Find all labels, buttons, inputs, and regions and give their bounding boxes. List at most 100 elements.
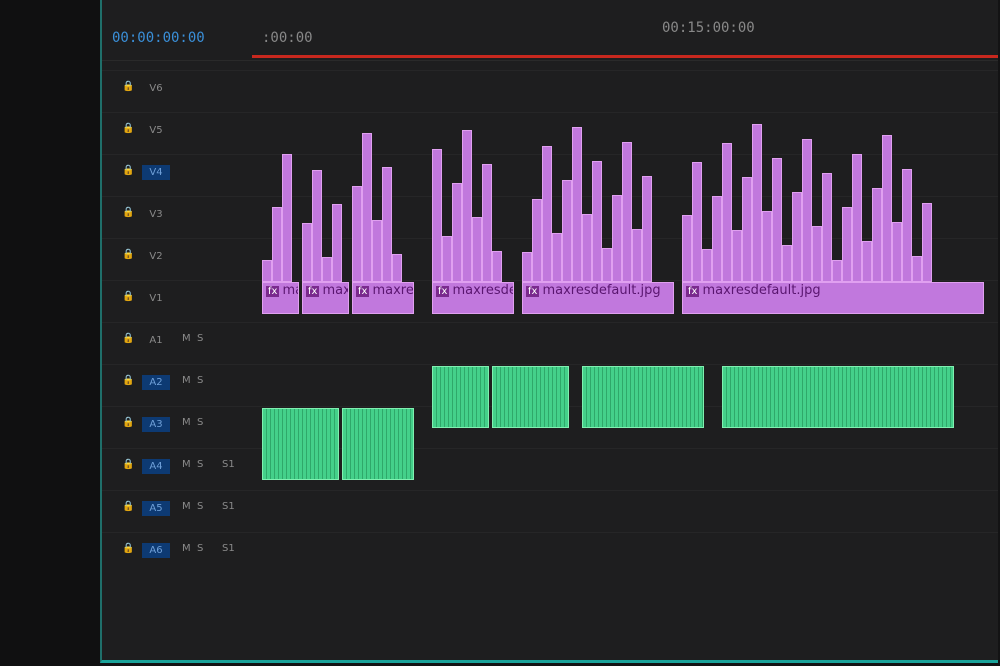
stacked-clip[interactable] — [492, 251, 502, 282]
stacked-clip[interactable] — [302, 223, 312, 282]
stacked-clip[interactable] — [622, 142, 632, 282]
stacked-clip[interactable] — [682, 215, 692, 282]
track-target-toggle[interactable]: V2 — [149, 251, 163, 262]
audio-clip[interactable] — [492, 366, 569, 428]
stacked-clip[interactable] — [702, 249, 712, 282]
stacked-clip[interactable] — [882, 135, 892, 282]
audio-clip[interactable] — [582, 366, 704, 428]
lock-icon[interactable]: 🔒 — [122, 375, 135, 386]
audio-clip[interactable] — [722, 366, 954, 428]
stacked-clip[interactable] — [432, 149, 442, 282]
lock-icon[interactable]: 🔒 — [122, 333, 135, 344]
stacked-clip[interactable] — [792, 192, 802, 282]
stacked-clip[interactable] — [462, 130, 472, 282]
lock-icon[interactable]: 🔒 — [122, 459, 135, 470]
track-target-toggle[interactable]: V5 — [149, 125, 163, 136]
stacked-clip[interactable] — [332, 204, 342, 282]
stacked-clip[interactable] — [922, 203, 932, 282]
stacked-clip[interactable] — [592, 161, 602, 282]
stacked-clip[interactable] — [352, 186, 362, 282]
stacked-clip[interactable] — [272, 207, 282, 282]
stacked-clip[interactable] — [732, 230, 742, 282]
track-target-toggle[interactable]: V4 — [142, 165, 170, 180]
stacked-clip[interactable] — [822, 173, 832, 282]
mute-button[interactable]: M — [182, 375, 191, 386]
stacked-clip[interactable] — [852, 154, 862, 282]
mute-button[interactable]: M — [182, 417, 191, 428]
stacked-clip[interactable] — [872, 188, 882, 282]
audio-clip[interactable] — [262, 408, 339, 480]
stacked-clip[interactable] — [562, 180, 572, 282]
track-target-toggle[interactable]: A2 — [142, 375, 170, 390]
lock-icon[interactable]: 🔒 — [122, 207, 135, 218]
solo-button[interactable]: S — [197, 417, 204, 428]
stacked-clip[interactable] — [312, 170, 322, 282]
stacked-clip[interactable] — [782, 245, 792, 282]
stacked-clip[interactable] — [582, 214, 592, 282]
stacked-clip[interactable] — [262, 260, 272, 282]
video-clip[interactable]: fx maxresdefault.jpg — [522, 282, 674, 314]
track-target-toggle[interactable]: V6 — [149, 83, 163, 94]
stacked-clip[interactable] — [542, 146, 552, 282]
video-clip[interactable]: fx maxresde — [432, 282, 514, 314]
lock-icon[interactable]: 🔒 — [122, 291, 135, 302]
stacked-clip[interactable] — [472, 217, 482, 282]
video-clip[interactable]: fx maxre — [352, 282, 414, 314]
stacked-clip[interactable] — [832, 260, 842, 282]
solo-button[interactable]: S — [197, 333, 204, 344]
solo-button[interactable]: S — [197, 501, 204, 512]
stacked-clip[interactable] — [902, 169, 912, 282]
stacked-clip[interactable] — [892, 222, 902, 282]
stacked-clip[interactable] — [392, 254, 402, 282]
work-area-bar[interactable] — [252, 55, 998, 58]
lock-icon[interactable]: 🔒 — [122, 417, 135, 428]
stacked-clip[interactable] — [282, 154, 292, 282]
track-target-toggle[interactable]: A6 — [142, 543, 170, 558]
stacked-clip[interactable] — [802, 139, 812, 282]
stacked-clip[interactable] — [712, 196, 722, 282]
stacked-clip[interactable] — [612, 195, 622, 282]
stacked-clip[interactable] — [372, 220, 382, 282]
stacked-clip[interactable] — [522, 252, 532, 282]
stacked-clip[interactable] — [692, 162, 702, 282]
stacked-clip[interactable] — [752, 124, 762, 282]
stacked-clip[interactable] — [642, 176, 652, 282]
lock-icon[interactable]: 🔒 — [122, 165, 135, 176]
stacked-clip[interactable] — [382, 167, 392, 282]
lock-icon[interactable]: 🔒 — [122, 501, 135, 512]
stacked-clip[interactable] — [602, 248, 612, 282]
track-target-toggle[interactable]: V1 — [149, 293, 163, 304]
audio-clip[interactable] — [432, 366, 489, 428]
stacked-clip[interactable] — [482, 164, 492, 282]
lock-icon[interactable]: 🔒 — [122, 249, 135, 260]
stacked-clip[interactable] — [862, 241, 872, 282]
stacked-clip[interactable] — [742, 177, 752, 282]
lock-icon[interactable]: 🔒 — [122, 81, 135, 92]
stacked-clip[interactable] — [632, 229, 642, 282]
stacked-clip[interactable] — [842, 207, 852, 282]
video-clip[interactable]: fx maxresdefault.jpg — [682, 282, 984, 314]
track-target-toggle[interactable]: A1 — [149, 335, 163, 346]
solo-button[interactable]: S — [197, 543, 204, 554]
stacked-clip[interactable] — [912, 256, 922, 282]
stacked-clip[interactable] — [532, 199, 542, 282]
audio-clip[interactable] — [342, 408, 414, 480]
stacked-clip[interactable] — [552, 233, 562, 282]
stacked-clip[interactable] — [762, 211, 772, 282]
track-target-toggle[interactable]: A4 — [142, 459, 170, 474]
stacked-clip[interactable] — [452, 183, 462, 282]
mute-button[interactable]: M — [182, 501, 191, 512]
track-target-toggle[interactable]: A5 — [142, 501, 170, 516]
stacked-clip[interactable] — [362, 133, 372, 282]
stacked-clip[interactable] — [812, 226, 822, 282]
track-target-toggle[interactable]: A3 — [142, 417, 170, 432]
solo-button[interactable]: S — [197, 459, 204, 470]
mute-button[interactable]: M — [182, 459, 191, 470]
stacked-clip[interactable] — [322, 257, 332, 282]
lock-icon[interactable]: 🔒 — [122, 123, 135, 134]
stacked-clip[interactable] — [572, 127, 582, 282]
solo-button[interactable]: S — [197, 375, 204, 386]
stacked-clip[interactable] — [772, 158, 782, 282]
